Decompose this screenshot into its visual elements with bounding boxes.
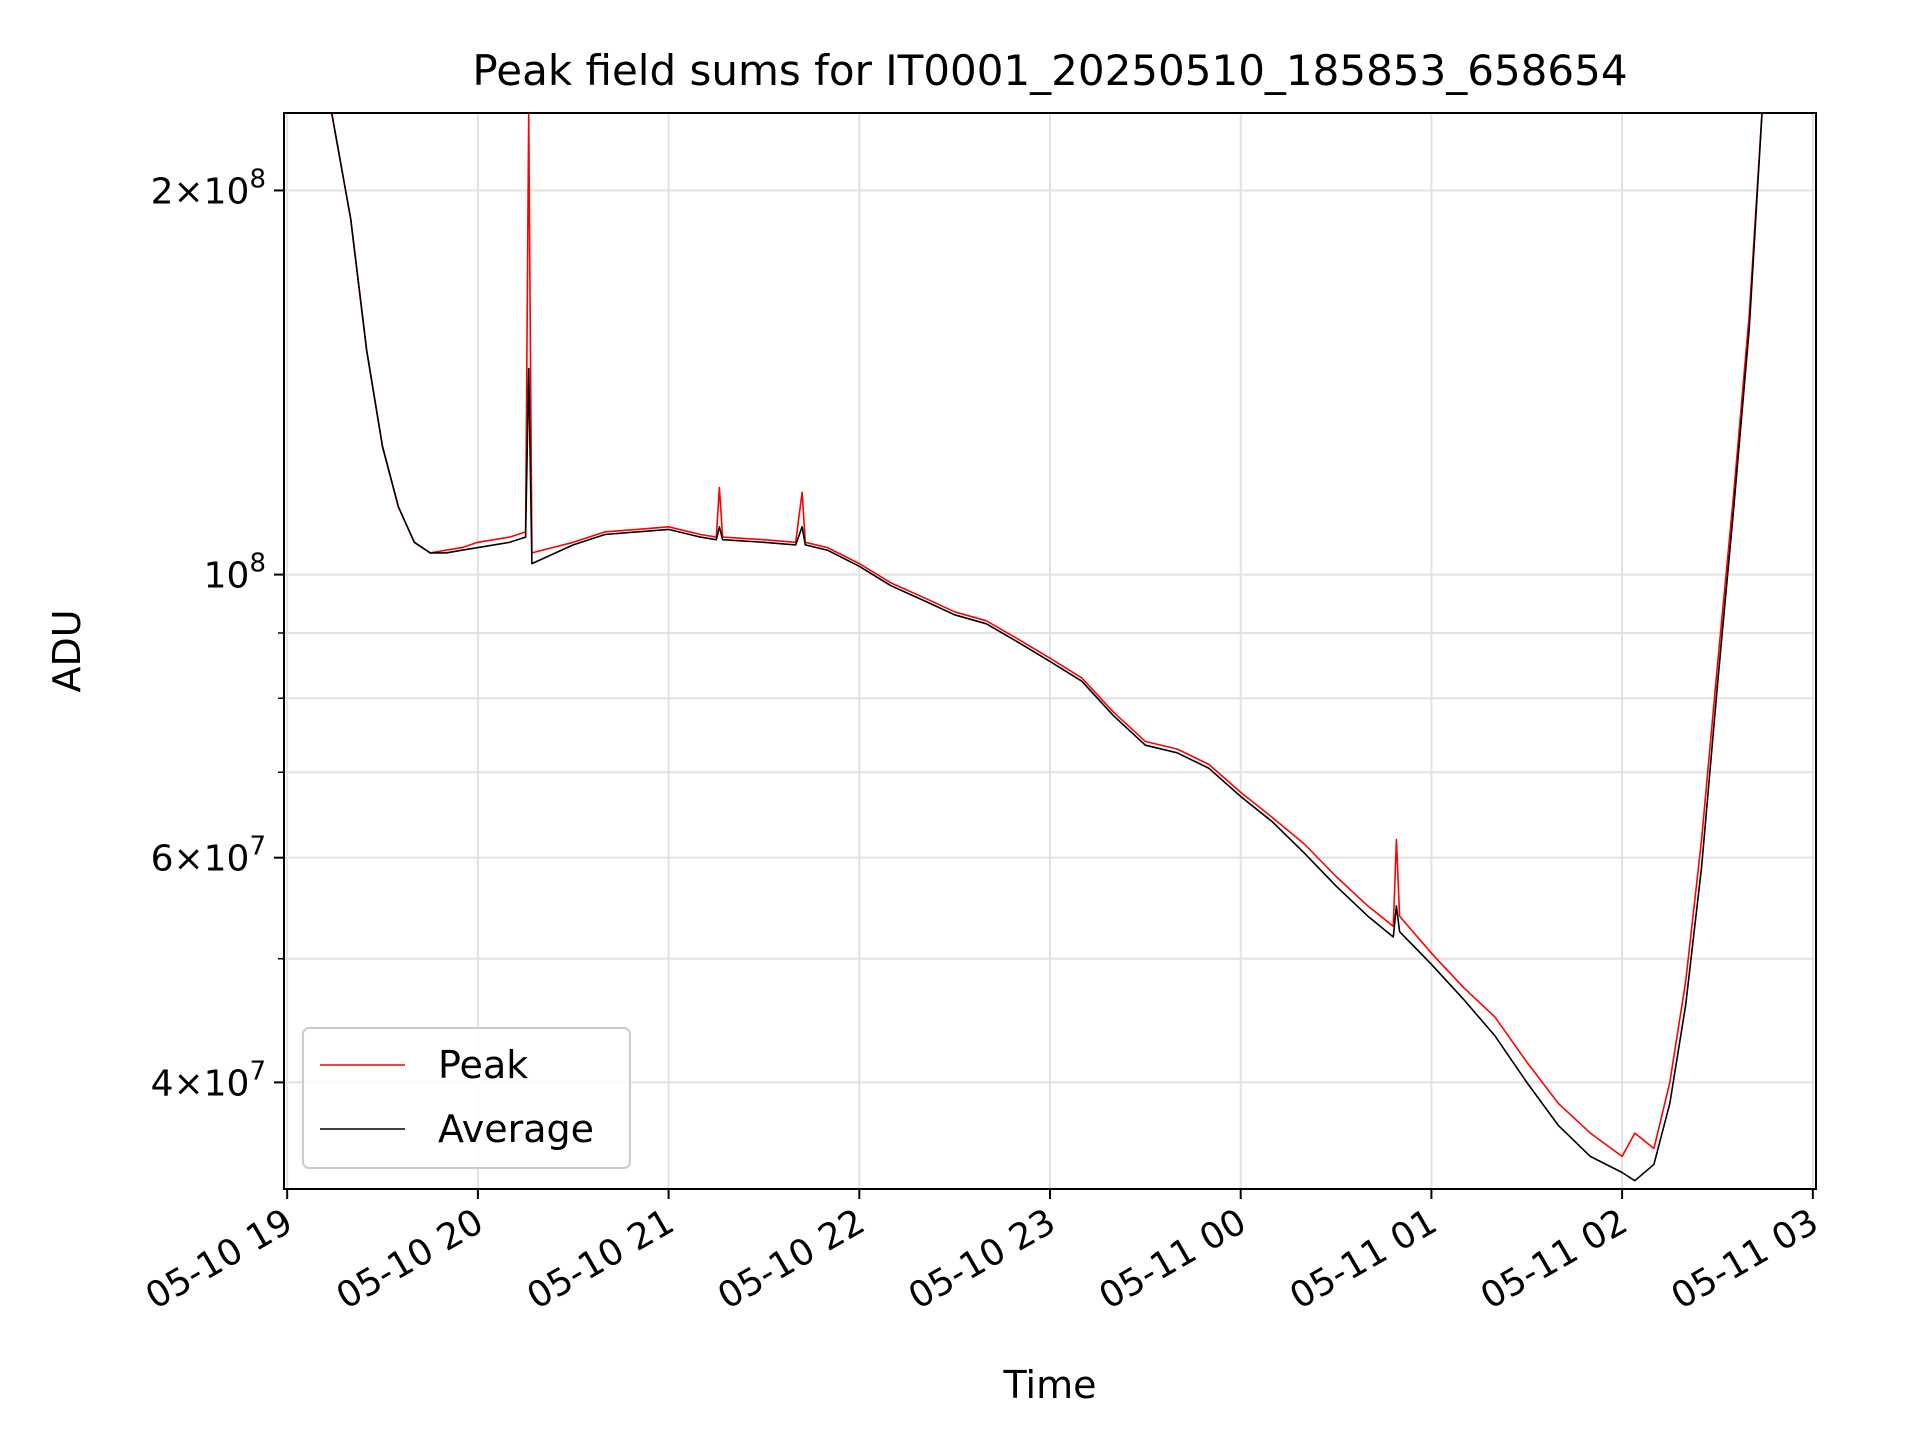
y-axis-label: ADU: [45, 609, 89, 692]
grid-layer: [284, 113, 1816, 1189]
legend: Peak Average: [302, 1027, 631, 1169]
y-tick-label: 4×107: [151, 1056, 266, 1104]
legend-box: [302, 1027, 631, 1169]
x-axis-label: Time: [1003, 1363, 1097, 1407]
y-tick-label: 108: [204, 549, 266, 597]
legend-label-average: Average: [438, 1107, 594, 1151]
y-tick-label: 2×108: [151, 164, 266, 212]
series-line-peak: [330, 113, 1763, 1158]
y-tick-label: 6×107: [151, 832, 266, 880]
legend-label-peak: Peak: [438, 1043, 528, 1087]
series-line-average: [330, 113, 1763, 1182]
chart-title: Peak field sums for IT0001_20250510_1858…: [472, 46, 1627, 95]
series-layer: [330, 113, 1763, 1182]
